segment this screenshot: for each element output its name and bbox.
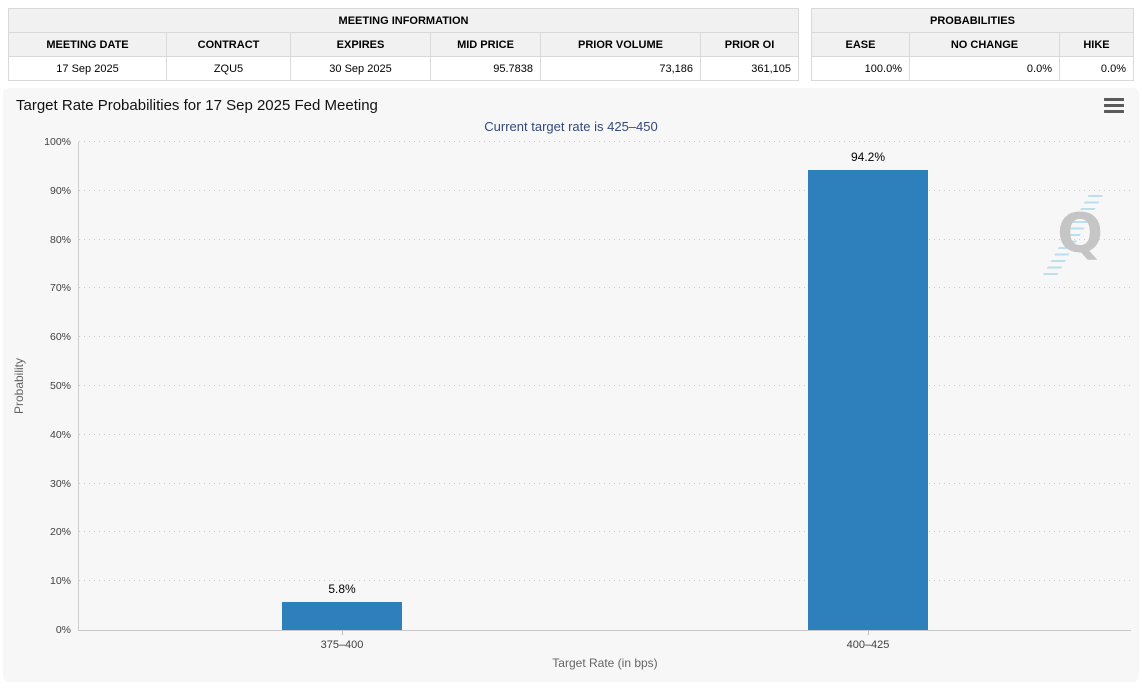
meeting-date-value: 17 Sep 2025 bbox=[8, 56, 167, 81]
gridline bbox=[79, 141, 1131, 142]
probabilities-table-title: PROBABILITIES bbox=[810, 8, 1135, 33]
x-axis-labels: 375–400 400–425 bbox=[79, 639, 1131, 651]
hamburger-bar bbox=[1104, 98, 1124, 101]
probabilities-table-header-row: EASE NO CHANGE HIKE bbox=[810, 32, 1135, 57]
col-header-contract: CONTRACT bbox=[166, 32, 291, 57]
gridline bbox=[79, 336, 1131, 338]
col-header-no-change: NO CHANGE bbox=[908, 32, 1060, 57]
bar-slots: 5.8% 94.2% bbox=[79, 142, 1131, 630]
meeting-table-title-row: MEETING INFORMATION bbox=[7, 8, 800, 33]
gridline bbox=[79, 189, 1131, 191]
y-axis-title-wrap: Probability bbox=[11, 142, 27, 630]
hamburger-bar bbox=[1104, 110, 1124, 113]
x-axis-tick bbox=[342, 630, 343, 635]
bar-data-label: 94.2% bbox=[850, 150, 886, 165]
y-axis-tick-label: 0% bbox=[55, 624, 71, 636]
y-axis-tick-label: 30% bbox=[49, 477, 71, 490]
col-header-prior-oi: PRIOR OI bbox=[699, 32, 800, 57]
col-header-prior-volume: PRIOR VOLUME bbox=[540, 32, 701, 57]
y-axis-title: Probability bbox=[12, 357, 26, 415]
y-axis-tick-label: 60% bbox=[49, 331, 71, 344]
y-axis-tick-label: 80% bbox=[49, 233, 71, 246]
hamburger-bar bbox=[1104, 104, 1124, 107]
bar-data-label: 5.8% bbox=[328, 581, 356, 596]
hamburger-menu-icon[interactable] bbox=[1104, 98, 1124, 113]
top-tables-area: MEETING INFORMATION MEETING DATE CONTRAC… bbox=[0, 0, 1142, 81]
y-axis-tick-label: 50% bbox=[49, 380, 71, 392]
x-axis-tick bbox=[868, 630, 869, 635]
plot-area: 0% 10% 20% 30% 40% 50% 60% 70% 80% 90% 100% Probab… bbox=[12, 136, 1131, 670]
x-axis-category-label: 400–425 bbox=[846, 639, 890, 651]
gridline bbox=[79, 238, 1131, 240]
mid-price-value: 95.7838 bbox=[430, 56, 541, 81]
meeting-table-header-row: MEETING DATE CONTRACT EXPIRES MID PRICE … bbox=[8, 32, 800, 57]
probabilities-table-data-row: 100.0% 0.0% 0.0% bbox=[810, 56, 1135, 81]
bar-slot: 94.2% bbox=[605, 142, 1131, 630]
gridline bbox=[79, 580, 1131, 582]
y-axis-tick-label: 10% bbox=[49, 575, 71, 588]
y-axis-tick-label: 20% bbox=[49, 526, 71, 539]
col-header-expires: EXPIRES bbox=[290, 32, 431, 57]
meeting-table-title: MEETING INFORMATION bbox=[7, 8, 800, 33]
prior-oi-value: 361,105 bbox=[699, 56, 800, 81]
y-axis-tick-label: 90% bbox=[49, 184, 71, 197]
ease-value: 100.0% bbox=[810, 56, 910, 81]
gridline bbox=[79, 531, 1131, 533]
bar-375–400[interactable]: 5.8% bbox=[282, 582, 402, 630]
chart-subtitle: Current target rate is 425–450 bbox=[484, 119, 658, 134]
gridline bbox=[79, 287, 1131, 289]
chart-panel: Target Rate Probabilities for 17 Sep 202… bbox=[3, 88, 1139, 682]
gridline bbox=[79, 482, 1131, 484]
no-change-value: 0.0% bbox=[908, 56, 1060, 81]
expires-value: 30 Sep 2025 bbox=[290, 56, 431, 81]
col-header-meeting-date: MEETING DATE bbox=[8, 32, 167, 57]
meeting-table-data-row: 17 Sep 2025 ZQU5 30 Sep 2025 95.7838 73,… bbox=[8, 56, 800, 81]
meeting-information-table: MEETING INFORMATION MEETING DATE CONTRAC… bbox=[7, 8, 800, 81]
col-header-mid-price: MID PRICE bbox=[430, 32, 541, 57]
contract-value: ZQU5 bbox=[166, 56, 291, 81]
prior-volume-value: 73,186 bbox=[540, 56, 701, 81]
gridline bbox=[79, 385, 1131, 386]
hike-value: 0.0% bbox=[1058, 56, 1135, 81]
gridline bbox=[79, 433, 1131, 435]
x-axis-title: Target Rate (in bps) bbox=[552, 656, 658, 670]
x-axis-category-label: 375–400 bbox=[320, 639, 364, 651]
y-axis-tick-label: 40% bbox=[49, 428, 71, 441]
bar-slot: 5.8% bbox=[79, 142, 605, 630]
col-header-ease: EASE bbox=[810, 32, 910, 57]
col-header-hike: HIKE bbox=[1058, 32, 1135, 57]
chart-title: Target Rate Probabilities for 17 Sep 202… bbox=[16, 97, 378, 114]
bar-400–425[interactable]: 94.2% bbox=[808, 150, 928, 630]
probabilities-table: PROBABILITIES EASE NO CHANGE HIKE 100.0%… bbox=[810, 8, 1135, 81]
y-axis-tick-label: 100% bbox=[44, 136, 71, 148]
probabilities-table-title-row: PROBABILITIES bbox=[810, 8, 1135, 33]
y-axis-tick-label: 70% bbox=[49, 282, 71, 295]
